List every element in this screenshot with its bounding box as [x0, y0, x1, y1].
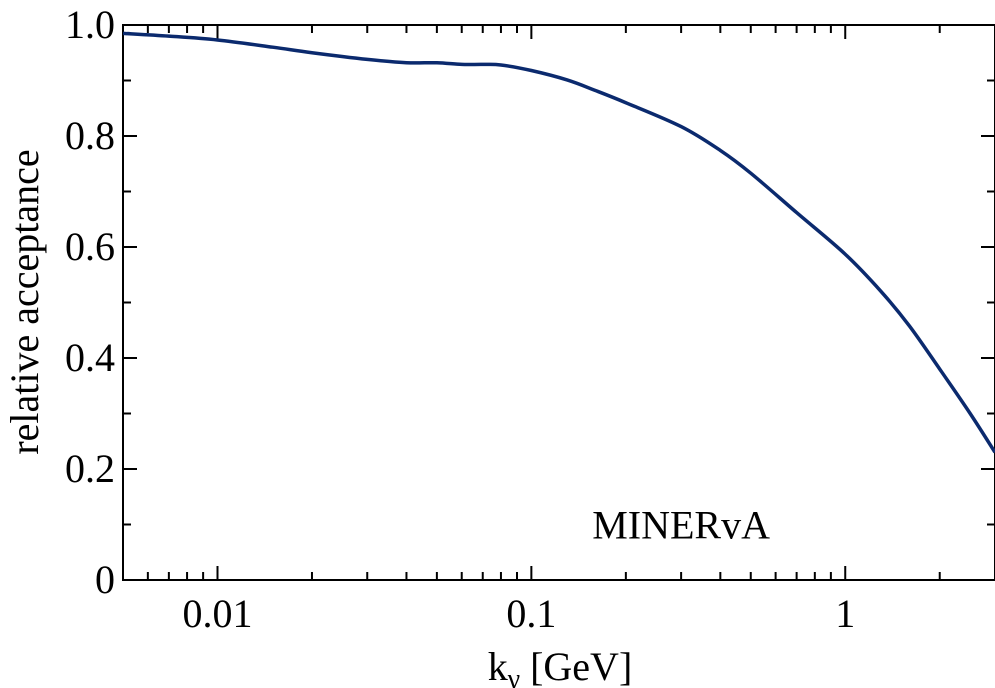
x-tick-label: 0.1	[506, 591, 556, 636]
y-tick-label: 0.2	[65, 446, 115, 491]
x-axis-ticks: 0.01 0.1 1	[122, 25, 995, 636]
y-axis-ticks: 0 0.2 0.4 0.6 0.8 1.0	[65, 2, 995, 602]
y-tick-label: 0.8	[65, 113, 115, 158]
plot-frame	[122, 24, 995, 581]
y-tick-label: 0	[95, 557, 115, 602]
x-axis-title: kγ [GeV]	[488, 644, 633, 688]
y-tick-label: 1.0	[65, 2, 115, 47]
acceptance-curve	[122, 31, 995, 454]
minerva-annotation: MINERvA	[592, 503, 770, 548]
y-tick-label: 0.6	[65, 224, 115, 269]
series-layer	[122, 31, 995, 454]
x-axis-title-subscript: γ	[507, 664, 520, 688]
x-tick-label: 1	[835, 591, 855, 636]
x-axis-title-unit: [GeV]	[530, 644, 632, 688]
x-tick-label: 0.01	[182, 591, 252, 636]
y-axis-title: relative acceptance	[2, 149, 47, 454]
y-tick-label: 0.4	[65, 335, 115, 380]
x-axis-title-symbol: k	[488, 644, 508, 688]
